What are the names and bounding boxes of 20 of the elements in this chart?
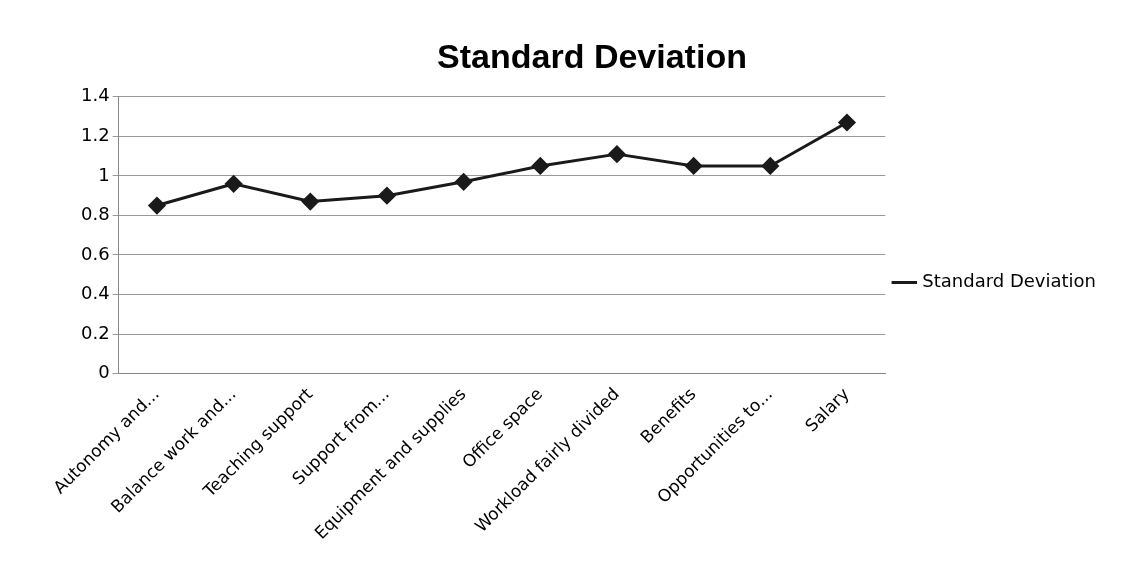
point: [685, 157, 703, 175]
point: [608, 145, 626, 163]
y-tick-label: 1: [98, 163, 110, 185]
y-tick-label: 0.8: [80, 203, 110, 225]
point: [378, 187, 396, 205]
point: [301, 193, 319, 211]
point: [531, 157, 549, 175]
legend-label: Standard Deviation: [922, 270, 1097, 292]
point: [761, 157, 779, 175]
chart-title: Standard Deviation: [437, 36, 747, 75]
y-tick-label: 0.6: [80, 242, 110, 264]
y-tick-label: 0: [98, 361, 110, 383]
y-tick-label: 1.4: [80, 84, 110, 106]
point: [838, 114, 856, 131]
point: [225, 175, 243, 193]
y-tick-label: 0.4: [80, 282, 110, 304]
point: [148, 197, 166, 215]
point: [455, 173, 473, 191]
y-tick-label: 1.2: [80, 124, 110, 146]
y-tick-label: 0.2: [80, 321, 110, 343]
